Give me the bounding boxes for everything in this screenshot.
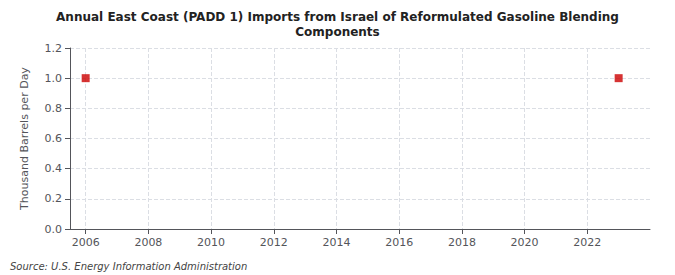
svg-text:0.0: 0.0 [45,223,63,236]
svg-text:Thousand Barrels per Day: Thousand Barrels per Day [18,67,31,211]
svg-text:2022: 2022 [573,236,601,249]
svg-text:0.6: 0.6 [45,132,63,145]
svg-text:1.2: 1.2 [45,42,63,55]
svg-text:2008: 2008 [134,236,162,249]
svg-text:1.0: 1.0 [45,72,63,85]
svg-text:Source: U.S. Energy Informatio: Source: U.S. Energy Information Administ… [10,261,247,272]
svg-text:0.8: 0.8 [45,102,63,115]
svg-text:0.2: 0.2 [45,192,63,205]
svg-text:Components: Components [295,25,380,39]
svg-text:2018: 2018 [448,236,476,249]
svg-text:2016: 2016 [385,236,413,249]
svg-text:2014: 2014 [322,236,350,249]
svg-text:2020: 2020 [511,236,539,249]
svg-text:2006: 2006 [72,236,100,249]
svg-text:0.4: 0.4 [45,162,63,175]
svg-text:Annual East Coast (PADD 1) Imp: Annual East Coast (PADD 1) Imports from … [56,10,619,24]
svg-text:2012: 2012 [260,236,288,249]
svg-text:2010: 2010 [197,236,225,249]
